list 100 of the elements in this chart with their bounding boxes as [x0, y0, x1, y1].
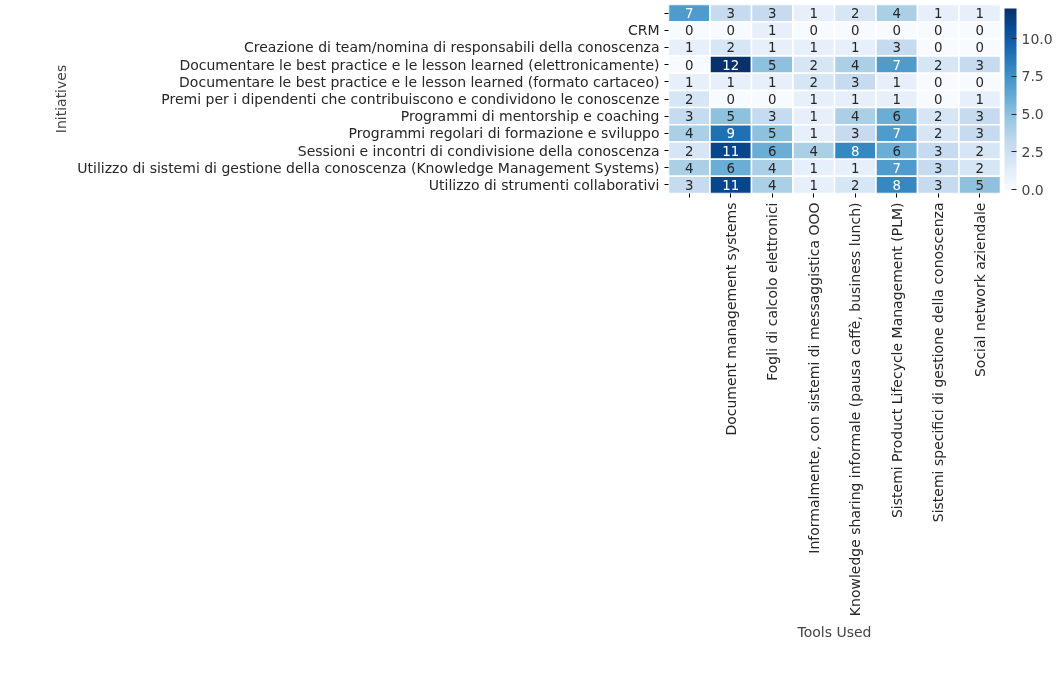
data-label: 4: [685, 126, 694, 142]
data-label: 2: [851, 177, 860, 193]
data-label: 1: [809, 92, 818, 107]
color-bar-label: 7.5: [1021, 68, 1044, 85]
data-label: 1: [768, 40, 777, 56]
data-label: 5: [726, 109, 735, 125]
data-label: 3: [851, 74, 860, 90]
data-label: 1: [768, 74, 777, 90]
x-tick-label: Sistemi specifici di gestione della conoscenza: [930, 202, 947, 523]
x-tick-label: Informalmente, con sistemi di messaggistica OOO: [805, 202, 822, 554]
x-tick-label: Sistemi Product Lifecycle Management (PLM): [888, 202, 905, 519]
data-label: 3: [975, 109, 984, 125]
data-label: 3: [934, 143, 943, 159]
color-bar-label: 0.0: [1021, 181, 1044, 198]
data-label: 3: [934, 177, 943, 193]
data-label: 0: [975, 40, 984, 56]
data-label: 2: [726, 40, 735, 56]
data-label: 3: [892, 40, 901, 56]
x-tick-label: Knowledge sharing informale (pausa caffè, business lunch): [847, 202, 864, 617]
data-label: 6: [768, 143, 777, 159]
data-label: 1: [809, 177, 818, 193]
data-label: 2: [851, 6, 860, 22]
data-label: 1: [809, 160, 818, 176]
data-label: 6: [892, 109, 901, 125]
data-label: 4: [892, 6, 901, 22]
data-label: 2: [934, 109, 943, 125]
data-label: 0: [934, 92, 943, 107]
data-label: 5: [768, 57, 777, 73]
data-label: 2: [685, 92, 694, 107]
data-label: 11: [722, 177, 740, 193]
data-label: 5: [975, 177, 984, 193]
x-axis-title: Tools Used: [796, 624, 872, 641]
data-label: 1: [809, 6, 818, 22]
y-tick-label: Premi per i dipendenti che contribuiscono e condividono le conoscenze: [161, 91, 660, 107]
data-label: 1: [892, 74, 901, 90]
data-label: 1: [975, 6, 984, 22]
data-label: 1: [809, 40, 818, 56]
x-tick-label: Document management systems: [722, 202, 739, 436]
data-label: 3: [726, 6, 735, 22]
data-label: 4: [851, 109, 860, 125]
data-label: 4: [768, 160, 777, 176]
y-tick-label: Creazione di team/nomina di responsabili della conoscenza: [244, 39, 660, 56]
data-label: 1: [851, 160, 860, 176]
data-label: 3: [685, 109, 694, 125]
data-label: 0: [934, 23, 943, 39]
data-label: 0: [809, 23, 818, 39]
data-label: 2: [685, 143, 694, 159]
data-label: 1: [768, 23, 777, 39]
data-label: 3: [975, 126, 984, 142]
data-label: 3: [768, 109, 777, 125]
data-label: 0: [934, 74, 943, 90]
y-tick-label: Documentare le best practice e le lesson learned (elettronicamente): [179, 56, 660, 73]
data-label: 1: [892, 92, 901, 107]
data-label: 5: [768, 126, 777, 142]
data-label: 3: [975, 57, 984, 73]
data-label: 1: [685, 74, 694, 90]
data-label: 2: [934, 57, 943, 73]
data-label: 1: [726, 74, 735, 90]
color-bar-label: 10.0: [1021, 30, 1053, 47]
data-label: 12: [722, 57, 740, 73]
data-label: 1: [809, 126, 818, 142]
data-label: 0: [685, 57, 694, 73]
data-label: 2: [809, 74, 818, 90]
data-label: 3: [851, 126, 860, 142]
data-label: 1: [851, 40, 860, 56]
y-tick-label: Utilizzo di strumenti collaborativi: [428, 176, 660, 193]
y-tick-label: CRM: [627, 22, 660, 39]
data-label: 2: [809, 57, 818, 73]
data-label: 1: [851, 92, 860, 107]
data-label: 7: [892, 160, 901, 176]
data-label: 2: [934, 126, 943, 142]
data-label: 7: [892, 57, 901, 73]
x-tick-label: Fogli di calcolo elettronici: [764, 202, 781, 381]
data-label: 0: [975, 23, 984, 39]
data-label: 0: [975, 74, 984, 90]
data-label: 0: [768, 92, 777, 107]
y-tick-label: Sessioni e incontri di condivisione della conoscenza: [297, 142, 660, 159]
data-label: 9: [726, 126, 735, 142]
data-label: 4: [851, 57, 860, 73]
data-label: 0: [934, 40, 943, 56]
data-label: 0: [851, 23, 860, 39]
color-bar-label: 2.5: [1021, 143, 1044, 160]
data-label: 3: [934, 160, 943, 176]
y-tick-label: Programmi regolari di formazione e sviluppo: [348, 125, 660, 142]
data-label: 8: [892, 177, 901, 193]
y-tick-label: Utilizzo di sistemi di gestione della conoscenza (Knowledge Management Systems): [77, 159, 660, 176]
data-label: 6: [892, 143, 901, 159]
data-label: 11: [722, 143, 740, 159]
x-tick-label: Social network aziendale: [971, 202, 988, 378]
y-tick-label: Documentare le best practice e le lesson learned (formato cartaceo): [179, 73, 660, 90]
data-label: 3: [685, 177, 694, 193]
data-label: 2: [975, 143, 984, 159]
data-label: 7: [685, 6, 694, 22]
data-label: 0: [685, 23, 694, 39]
data-label: 7: [892, 126, 901, 142]
data-label: 4: [809, 143, 818, 159]
y-axis-title: Initiatives: [53, 64, 70, 134]
color-bar-label: 5.0: [1021, 106, 1044, 123]
data-label: 3: [768, 6, 777, 22]
data-label: 1: [934, 6, 943, 22]
